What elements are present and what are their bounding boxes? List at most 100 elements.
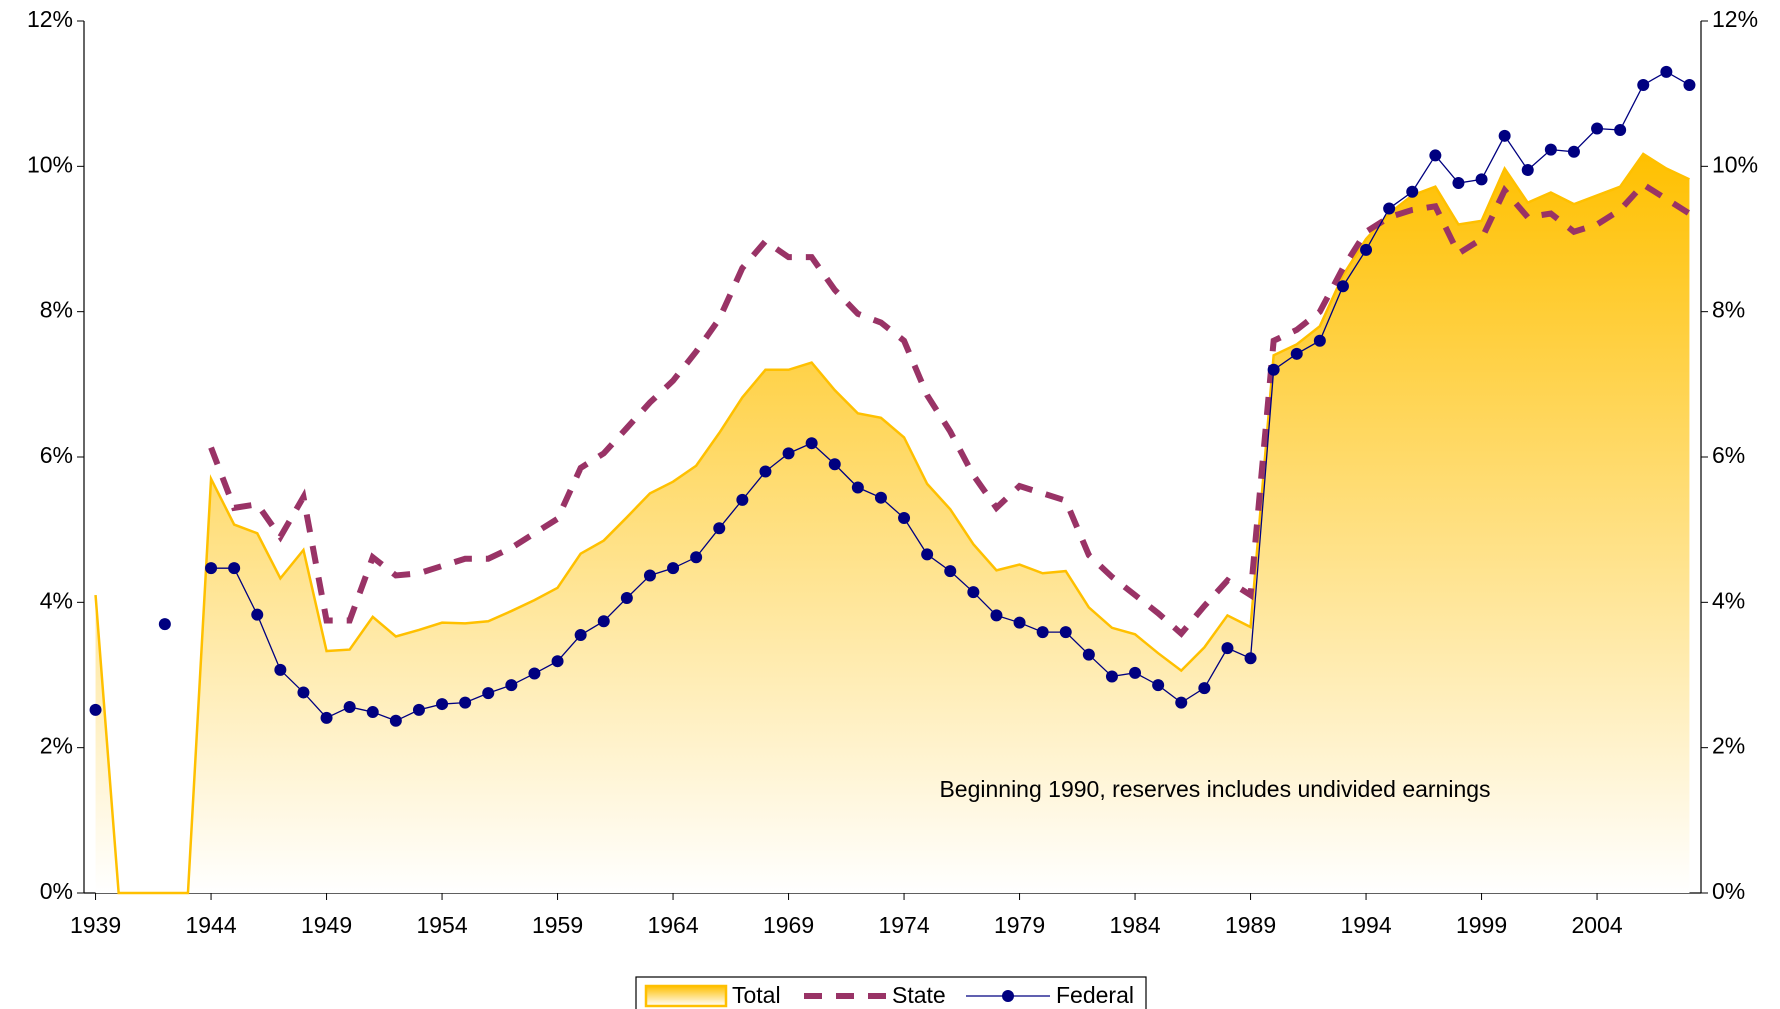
marker: [574, 629, 587, 642]
marker: [620, 591, 633, 604]
marker: [898, 512, 911, 525]
marker: [1660, 65, 1673, 78]
x-tick-label: 1949: [301, 912, 352, 938]
marker: [667, 562, 680, 575]
dashed-line: [208, 180, 1692, 638]
area-line: [94, 152, 1690, 895]
y-tick-label: 10%: [27, 151, 73, 177]
marker: [158, 618, 171, 631]
marker: [551, 655, 564, 668]
x-tick-label: 1954: [416, 912, 467, 938]
marker: [782, 447, 795, 460]
marker: [412, 703, 425, 716]
marker: [1267, 363, 1280, 376]
marker: [89, 703, 102, 716]
legend-swatch: [1002, 990, 1014, 1002]
marker: [713, 522, 726, 535]
x-tick-label: 1959: [532, 912, 583, 938]
y2-tick-label: 10%: [1712, 151, 1758, 177]
marker: [990, 609, 1003, 622]
y2-tick-label: 2%: [1712, 733, 1745, 759]
x-tick-label: 1999: [1456, 912, 1507, 938]
y-tick-label: 6%: [40, 442, 73, 468]
area-fill: [95, 153, 1690, 894]
y2-tick-label: 6%: [1712, 442, 1745, 468]
marker: [643, 569, 656, 582]
marker: [436, 698, 449, 711]
marker: [944, 565, 957, 578]
marker: [482, 687, 495, 700]
x-tick-label: 1979: [994, 912, 1045, 938]
x-tick-label: 1944: [185, 912, 236, 938]
marker: [1383, 202, 1396, 215]
marker: [1313, 334, 1326, 347]
marker: [1244, 652, 1257, 665]
marker: [1175, 696, 1188, 709]
y-tick-label: 2%: [40, 733, 73, 759]
y-tick-label: 0%: [40, 878, 73, 904]
x-tick-label: 1984: [1109, 912, 1160, 938]
marker: [1360, 243, 1373, 256]
marker: [1614, 124, 1627, 136]
marker: [690, 551, 703, 564]
marker: [597, 615, 610, 628]
marker: [828, 458, 841, 471]
marker: [1498, 129, 1511, 142]
y-tick-label: 4%: [40, 587, 73, 613]
marker: [736, 493, 749, 506]
y2-tick-label: 8%: [1712, 297, 1745, 323]
marker: [1475, 173, 1488, 186]
marker: [874, 491, 887, 504]
marker: [851, 481, 864, 494]
y-tick-label: 12%: [27, 6, 73, 32]
marker: [1152, 679, 1165, 692]
marker: [805, 437, 818, 450]
y2-tick-label: 0%: [1712, 878, 1745, 904]
y2-tick-label: 4%: [1712, 587, 1745, 613]
x-tick-label: 1969: [763, 912, 814, 938]
marker: [1452, 177, 1465, 190]
marker: [459, 696, 472, 709]
marker: [1406, 185, 1419, 198]
marker: [1591, 122, 1604, 135]
legend-label: Federal: [1056, 982, 1134, 1008]
marker: [1082, 648, 1095, 661]
marker: [320, 711, 333, 724]
marker: [1059, 626, 1072, 639]
legend-label: Total: [732, 982, 781, 1008]
marker: [205, 562, 218, 575]
y2-tick-label: 12%: [1712, 6, 1758, 32]
x-tick-label: 2004: [1571, 912, 1622, 938]
marker: [967, 586, 980, 599]
marker: [228, 562, 241, 575]
x-tick-label: 1989: [1225, 912, 1276, 938]
marker: [1036, 626, 1049, 639]
marker: [1429, 149, 1442, 162]
marker: [921, 548, 934, 561]
annotation: Beginning 1990, reserves includes undivi…: [939, 776, 1490, 802]
marker: [1013, 616, 1026, 629]
x-tick-label: 1994: [1340, 912, 1391, 938]
marker: [389, 714, 402, 727]
marker: [759, 465, 772, 478]
x-tick-label: 1964: [647, 912, 698, 938]
legend-swatch: [644, 984, 728, 1008]
marker: [1290, 347, 1303, 360]
marker: [366, 706, 379, 719]
marker: [528, 667, 541, 680]
marker: [1567, 145, 1580, 158]
x-tick-label: 1974: [878, 912, 929, 938]
x-tick-label: 1939: [70, 912, 121, 938]
marker: [251, 608, 264, 621]
y-tick-label: 8%: [40, 297, 73, 323]
marker: [1521, 163, 1534, 176]
marker: [1198, 682, 1211, 695]
marker: [1129, 666, 1142, 679]
marker: [1221, 642, 1234, 655]
marker: [274, 663, 287, 676]
legend-label: State: [892, 982, 946, 1008]
marker: [1683, 78, 1696, 91]
marker: [297, 686, 310, 699]
marker: [343, 700, 356, 713]
